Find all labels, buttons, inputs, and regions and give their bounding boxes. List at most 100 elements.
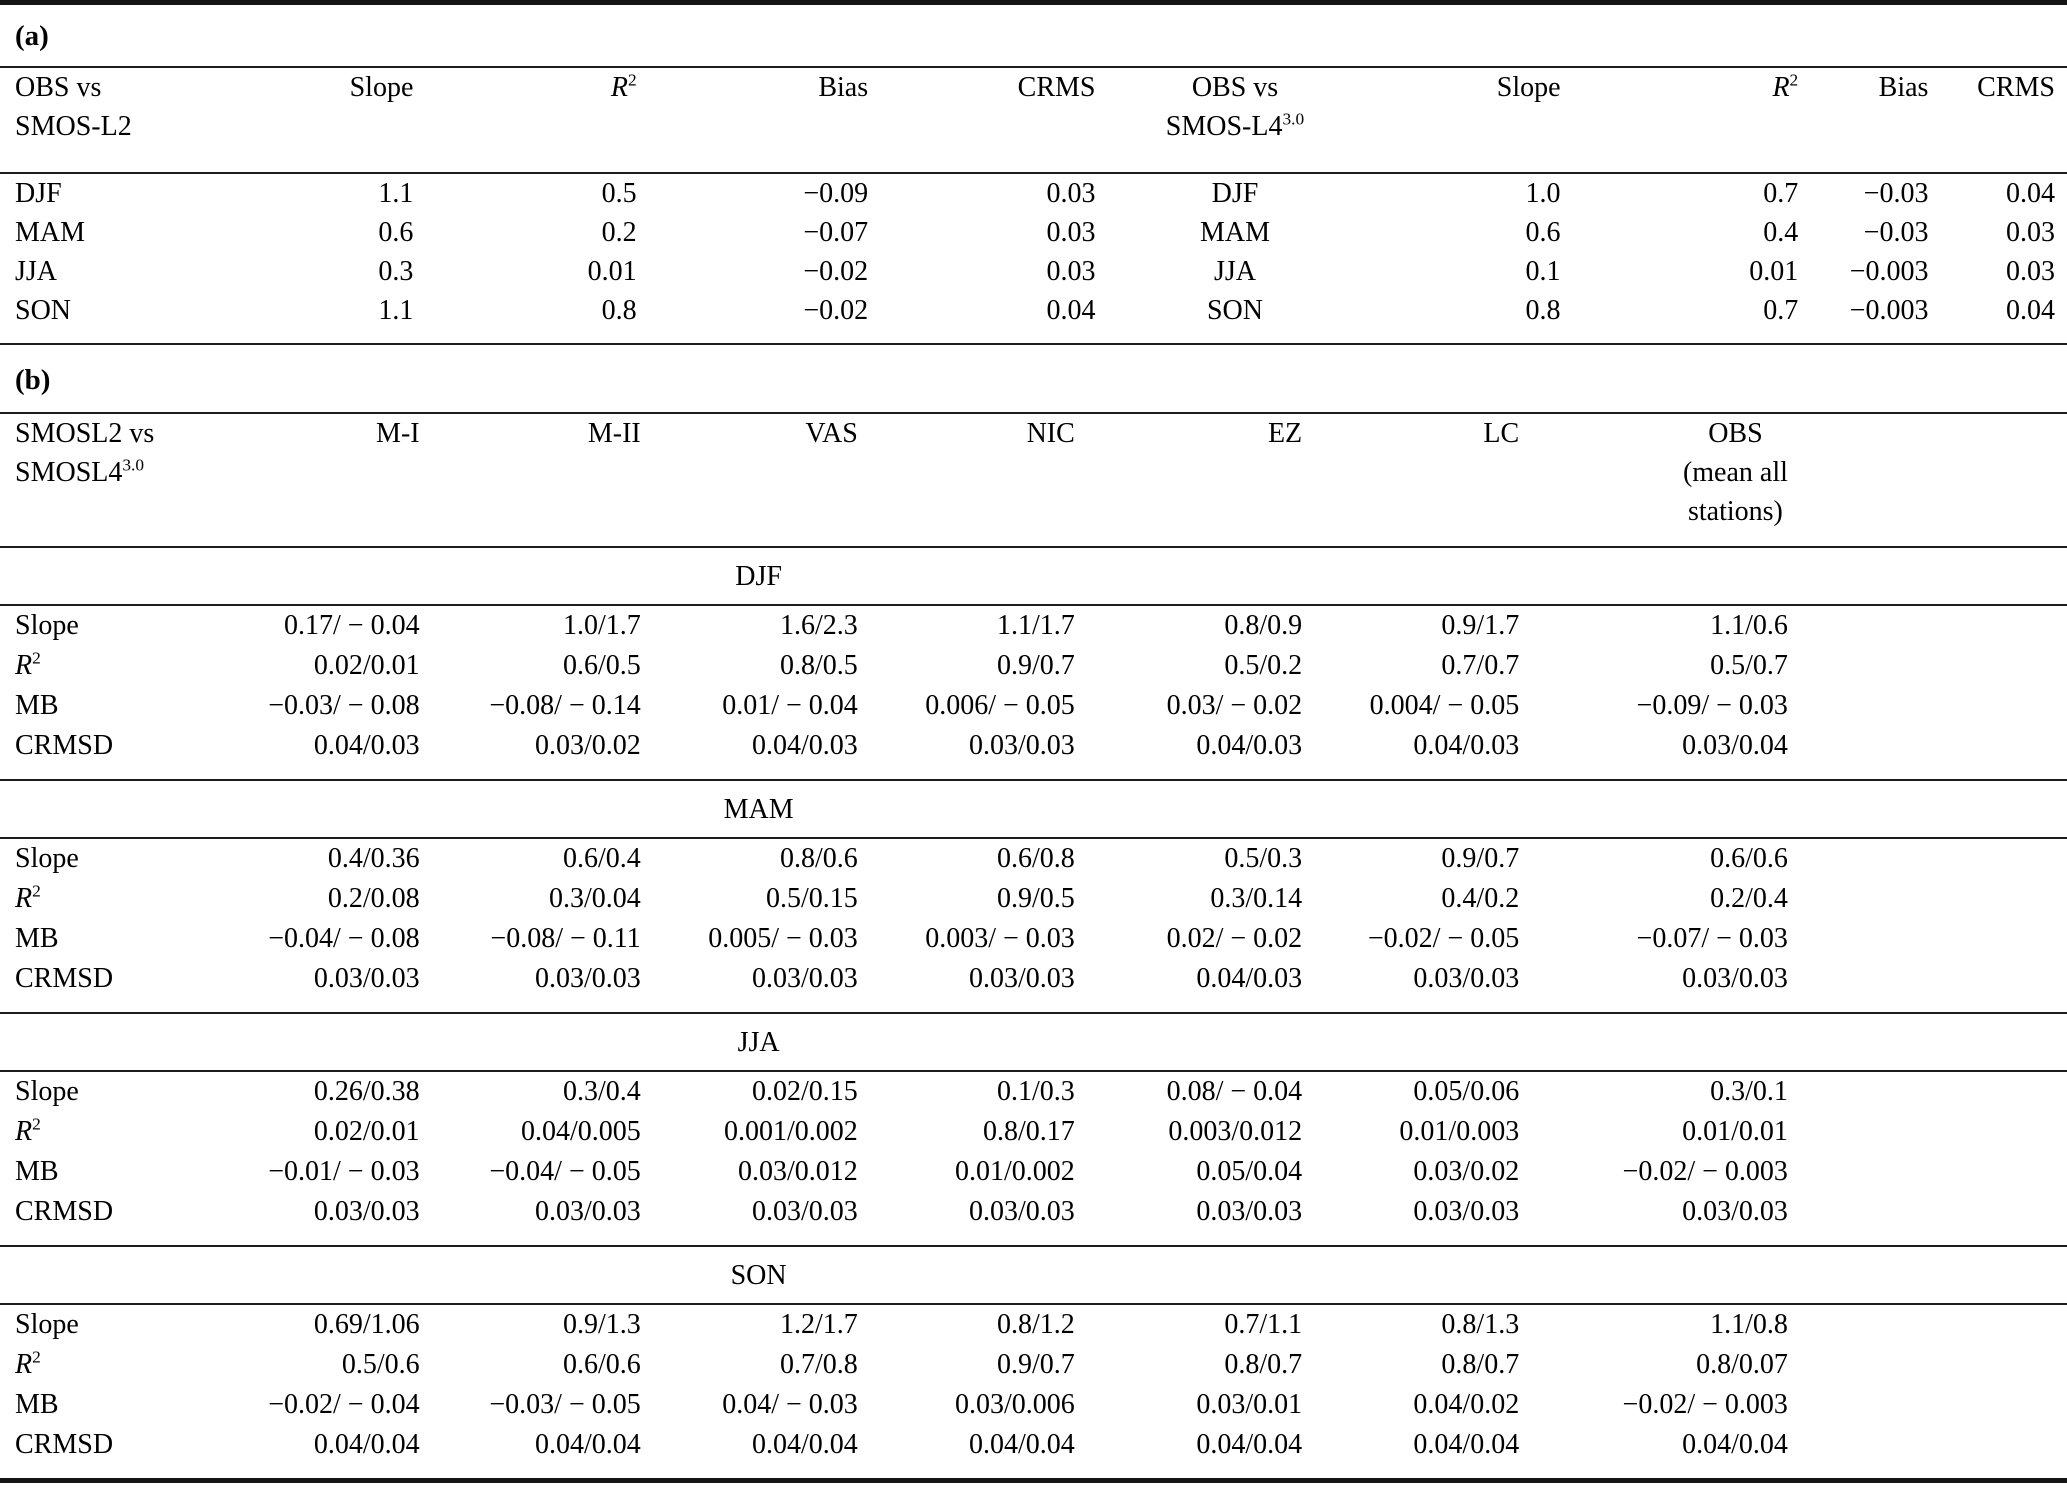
value-cell: 0.3/0.1 (1710, 1076, 1788, 1107)
rule (0, 779, 2067, 781)
value-cell: 0.04/0.005 (520, 1116, 641, 1147)
filler-cell (1788, 686, 2067, 726)
filler-cell (1788, 1385, 2067, 1425)
section-header-djf: DJF (0, 548, 2067, 604)
value-cell: 0.3/0.04 (548, 883, 641, 914)
row-label-slope: Slope (15, 843, 79, 874)
value-cell: 0.04/0.03 (1196, 963, 1303, 994)
value-cell: 1.1/0.8 (1710, 1309, 1788, 1340)
filler-cell (1788, 1192, 2067, 1245)
value-cell: 0.004/ − 0.05 (1369, 690, 1520, 721)
obs-line2: (mean all (1682, 457, 1788, 488)
value-cell: 0.04/0.04 (313, 1429, 420, 1460)
row-label-crmsd: CRMSD (15, 1196, 114, 1227)
value-cell: 0.03/0.03 (1682, 963, 1788, 994)
value-cell: 0.03/0.006 (955, 1389, 1075, 1420)
filler-cell (1788, 1345, 2067, 1385)
row-label-mb: MB (15, 1389, 59, 1420)
table-row: MB −0.01/ − 0.03 −0.04/ − 0.05 0.03/0.01… (0, 1152, 2067, 1192)
value-cell: 0.7/0.8 (780, 1349, 858, 1380)
section-header-jja: JJA (0, 1014, 2067, 1070)
filler-cell (1788, 1305, 2067, 1345)
table-row: DJF 1.1 0.5 −0.09 0.03 DJF 1.0 0.7 −0.03… (0, 173, 2067, 213)
value-cell: 0.01 (1749, 256, 1799, 287)
value-cell: 0.02/ − 0.02 (1166, 923, 1303, 954)
column-header-ez: EZ (1267, 418, 1303, 449)
value-cell: 0.2/0.08 (327, 883, 420, 914)
season-cell: JJA (1213, 256, 1256, 287)
table-a-caption: (a) (15, 20, 49, 52)
value-cell: 0.03/0.03 (1196, 1196, 1303, 1227)
rule (0, 1303, 2067, 1305)
value-cell: −0.02/ − 0.04 (268, 1389, 420, 1420)
season-cell: DJF (15, 178, 62, 209)
value-cell: 0.5/0.15 (766, 883, 858, 914)
value-cell: 0.04/0.04 (534, 1429, 641, 1460)
rule (0, 343, 2067, 345)
value-cell: 0.03/0.03 (969, 1196, 1075, 1227)
obs-line3: stations) (1687, 496, 1783, 527)
rowhead-line2: SMOSL43.0 (15, 455, 145, 488)
row-label-mb: MB (15, 923, 59, 954)
column-header-m1: M-I (376, 418, 420, 449)
value-cell: 0.8/0.07 (1696, 1349, 1788, 1380)
table-b-caption: (b) (15, 364, 51, 396)
value-cell: 0.03/0.03 (969, 730, 1075, 761)
value-cell: 0.3/0.4 (562, 1076, 641, 1107)
value-cell: 0.8/0.6 (780, 843, 858, 874)
value-cell: 0.01/0.002 (955, 1156, 1075, 1187)
row-label-crmsd: CRMSD (15, 730, 114, 761)
value-cell: 1.0/1.7 (562, 610, 641, 641)
table-row: CRMSD 0.03/0.03 0.03/0.03 0.03/0.03 0.03… (0, 1192, 2067, 1245)
table-row: MB −0.02/ − 0.04 −0.03/ − 0.05 0.04/ − 0… (0, 1385, 2067, 1425)
value-cell: 0.08/ − 0.04 (1166, 1076, 1303, 1107)
value-cell: 0.9/0.7 (1441, 843, 1520, 874)
value-cell: 0.8/0.17 (983, 1116, 1075, 1147)
value-cell: 0.6 (1525, 217, 1561, 248)
rule (0, 1245, 2067, 1247)
value-cell: −0.07 (803, 217, 869, 248)
column-header-bias: Bias (636, 68, 869, 174)
column-header-slope: Slope (165, 68, 414, 174)
column-header-bias: Bias (1798, 68, 1929, 174)
value-cell: 0.04/0.02 (1413, 1389, 1520, 1420)
value-cell: 1.1/1.7 (997, 610, 1075, 641)
value-cell: 0.03/0.03 (1413, 1196, 1520, 1227)
value-cell: 0.2/0.4 (1710, 883, 1788, 914)
value-cell: 0.5 (601, 178, 637, 209)
value-cell: 0.7 (1763, 295, 1799, 326)
value-cell: 0.04/0.03 (1196, 730, 1303, 761)
rule (0, 546, 2067, 548)
value-cell: 0.9/0.7 (997, 650, 1075, 681)
value-cell: −0.09/ − 0.03 (1636, 690, 1788, 721)
value-cell: −0.03/ − 0.05 (489, 1389, 641, 1420)
column-header-vas: VAS (805, 418, 858, 449)
value-cell: 1.2/1.7 (780, 1309, 858, 1340)
value-cell: 0.04/0.03 (752, 730, 858, 761)
value-cell: 1.1 (378, 178, 414, 209)
value-cell: 0.04/0.04 (752, 1429, 858, 1460)
value-cell: 0.4/0.2 (1441, 883, 1520, 914)
value-cell: 0.01 (587, 256, 637, 287)
table-b-section-djf: Slope 0.17/ − 0.04 1.0/1.7 1.6/2.3 1.1/1… (0, 606, 2067, 779)
value-cell: 0.04/ − 0.03 (722, 1389, 858, 1420)
value-cell: 0.9/0.5 (997, 883, 1075, 914)
value-cell: 0.9/1.3 (562, 1309, 641, 1340)
value-cell: 0.006/ − 0.05 (925, 690, 1075, 721)
value-cell: 0.001/0.002 (724, 1116, 858, 1147)
table-row: MAM 0.6 0.2 −0.07 0.03 MAM 0.6 0.4 −0.03… (0, 213, 2067, 252)
value-cell: 0.003/0.012 (1168, 1116, 1303, 1147)
season-cell: SON (15, 295, 72, 326)
value-cell: 0.4/0.36 (327, 843, 420, 874)
table-a-right-rowhead: OBS vs SMOS-L43.0 (1095, 68, 1375, 174)
value-cell: 0.05/0.06 (1413, 1076, 1520, 1107)
value-cell: 0.03/0.03 (969, 963, 1075, 994)
rule (0, 837, 2067, 839)
rule (0, 412, 2067, 414)
value-cell: 0.9/0.7 (997, 1349, 1075, 1380)
value-cell: 0.02/0.15 (752, 1076, 858, 1107)
table-row: R2 0.02/0.01 0.04/0.005 0.001/0.002 0.8/… (0, 1112, 2067, 1152)
table-row: MB −0.04/ − 0.08 −0.08/ − 0.11 0.005/ − … (0, 919, 2067, 959)
table-b-rowhead: SMOSL2 vs SMOSL43.0 (0, 414, 165, 546)
